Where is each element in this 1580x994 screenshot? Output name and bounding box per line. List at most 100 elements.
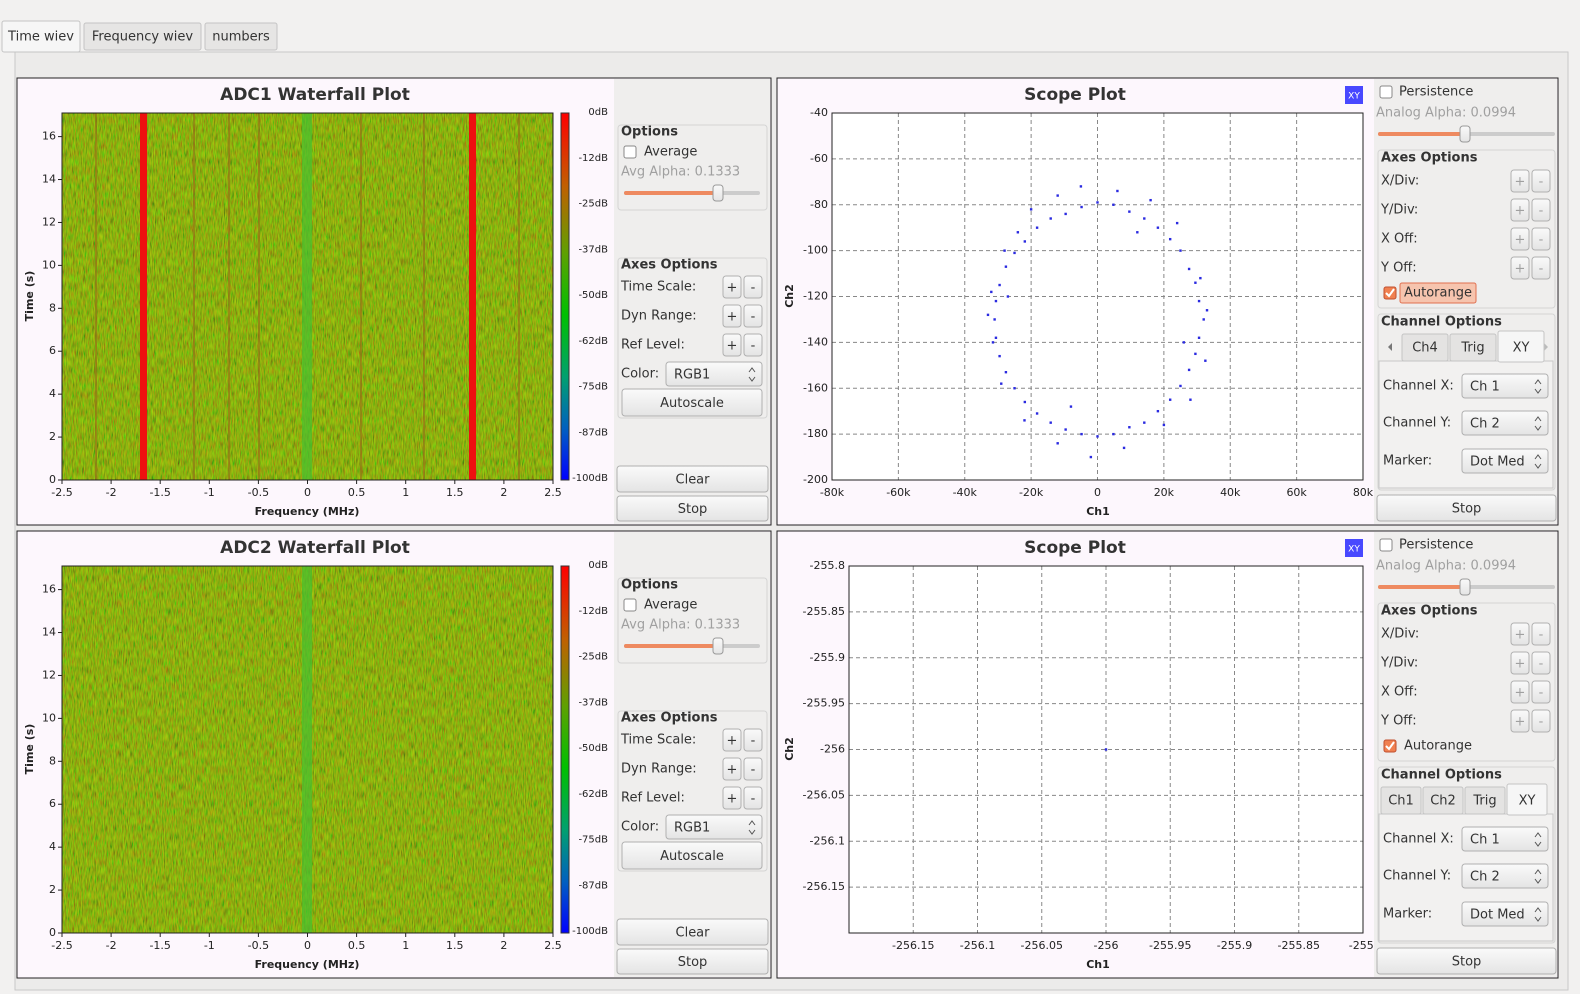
y-tick-label: 6 xyxy=(49,344,56,357)
channel-tab[interactable] xyxy=(1506,783,1548,816)
persistence-checkbox[interactable] xyxy=(1379,538,1393,552)
channel-tab[interactable] xyxy=(1422,786,1464,815)
tab[interactable] xyxy=(204,22,278,51)
y-tick-label: 16 xyxy=(42,130,56,143)
persistence-checkbox[interactable] xyxy=(1379,85,1393,99)
field-combo[interactable] xyxy=(1461,826,1549,852)
average-checkbox[interactable] xyxy=(623,145,637,159)
x-tick-label: 1 xyxy=(402,486,409,499)
tab[interactable] xyxy=(1,20,81,53)
average-checkbox[interactable] xyxy=(623,598,637,612)
tab-scroll-right[interactable] xyxy=(1544,343,1548,351)
minus-button[interactable] xyxy=(1531,169,1551,193)
slider-handle[interactable] xyxy=(712,184,724,202)
tab[interactable] xyxy=(83,22,202,51)
mode-badge[interactable] xyxy=(1345,539,1363,557)
plus-button[interactable] xyxy=(1510,651,1530,675)
plus-button[interactable] xyxy=(1510,198,1530,222)
plot-frame xyxy=(831,112,1364,481)
y-tick-label: -255.8 xyxy=(810,559,845,572)
plus-button-label: + xyxy=(727,339,738,354)
minus-button[interactable] xyxy=(1531,256,1551,280)
field-combo-arrows xyxy=(1534,832,1542,847)
minus-button[interactable] xyxy=(1531,227,1551,251)
stop-button[interactable] xyxy=(616,948,769,975)
clear-button[interactable] xyxy=(616,465,769,493)
mode-badge[interactable] xyxy=(1345,86,1363,104)
group-heading: Options xyxy=(621,125,678,140)
colorbar-label: 0dB xyxy=(588,560,608,571)
clear-button[interactable] xyxy=(616,918,769,946)
scatter-point xyxy=(1004,265,1008,268)
plus-button[interactable] xyxy=(722,757,742,781)
axis-option-label: Time Scale: xyxy=(620,280,696,295)
axis-option-label: Dyn Range: xyxy=(621,762,697,777)
stop-button[interactable] xyxy=(1376,494,1557,522)
plus-button[interactable] xyxy=(722,304,742,328)
plus-button[interactable] xyxy=(722,786,742,810)
minus-button[interactable] xyxy=(1531,622,1551,646)
color-combo[interactable] xyxy=(665,361,763,387)
controls xyxy=(614,532,770,977)
plus-button[interactable] xyxy=(722,728,742,752)
field-combo[interactable] xyxy=(1461,373,1549,399)
slider-handle[interactable] xyxy=(1459,125,1471,143)
channel-tab[interactable] xyxy=(1401,333,1449,362)
minus-button[interactable] xyxy=(1531,651,1551,675)
autoscale-button[interactable] xyxy=(621,841,763,870)
slider-fill xyxy=(1378,585,1465,589)
plus-button-label: + xyxy=(1515,233,1526,248)
field-combo[interactable] xyxy=(1461,863,1549,889)
tab-scroll-left[interactable] xyxy=(1388,343,1392,351)
slider-handle[interactable] xyxy=(712,637,724,655)
plus-button[interactable] xyxy=(1510,169,1530,193)
field-combo[interactable] xyxy=(1461,410,1549,436)
plus-button[interactable] xyxy=(1510,709,1530,733)
scatter-point xyxy=(998,283,1001,287)
minus-button[interactable] xyxy=(1531,680,1551,704)
channel-tab[interactable] xyxy=(1464,786,1506,815)
minus-button[interactable] xyxy=(743,757,763,781)
slider-fill xyxy=(624,191,718,195)
channel-tab[interactable] xyxy=(1449,333,1497,362)
channel-tab[interactable] xyxy=(1380,786,1422,815)
y-tick-label: 6 xyxy=(49,797,56,810)
x-tick-label: -255.9 xyxy=(1217,939,1252,952)
clear-button-label: Clear xyxy=(676,473,711,488)
minus-button[interactable] xyxy=(743,333,763,357)
colorbar xyxy=(560,112,570,481)
group-heading: Channel Options xyxy=(1381,315,1502,330)
plus-button-label: + xyxy=(1515,657,1526,672)
minus-button[interactable] xyxy=(743,786,763,810)
autoscale-button[interactable] xyxy=(621,388,763,417)
scatter-point xyxy=(1143,421,1146,424)
slider-handle[interactable] xyxy=(1459,578,1471,596)
minus-button-label: - xyxy=(751,310,756,325)
plus-button[interactable] xyxy=(1510,680,1530,704)
group-heading: Axes Options xyxy=(621,258,718,273)
plus-button[interactable] xyxy=(722,275,742,299)
minus-button[interactable] xyxy=(1531,709,1551,733)
plus-button-label: + xyxy=(1515,628,1526,643)
field-combo-arrows xyxy=(1534,907,1542,922)
minus-button[interactable] xyxy=(743,275,763,299)
plus-button-label: + xyxy=(727,281,738,296)
colorbar-label: -25dB xyxy=(578,199,608,210)
minus-button[interactable] xyxy=(1531,198,1551,222)
field-combo[interactable] xyxy=(1461,448,1549,474)
minus-button[interactable] xyxy=(743,304,763,328)
color-combo[interactable] xyxy=(665,814,763,840)
minus-button-label: - xyxy=(751,339,756,354)
plus-button[interactable] xyxy=(722,333,742,357)
stop-button[interactable] xyxy=(616,495,769,522)
plus-button[interactable] xyxy=(1510,227,1530,251)
x-tick-label: -2 xyxy=(106,939,117,952)
minus-button[interactable] xyxy=(743,728,763,752)
plus-button[interactable] xyxy=(1510,622,1530,646)
field-combo[interactable] xyxy=(1461,901,1549,927)
plus-button[interactable] xyxy=(1510,256,1530,280)
mode-badge-label: XY xyxy=(1348,92,1360,102)
color-combo-arrows xyxy=(748,820,756,835)
stop-button[interactable] xyxy=(1376,947,1557,975)
channel-tab[interactable] xyxy=(1497,330,1545,363)
